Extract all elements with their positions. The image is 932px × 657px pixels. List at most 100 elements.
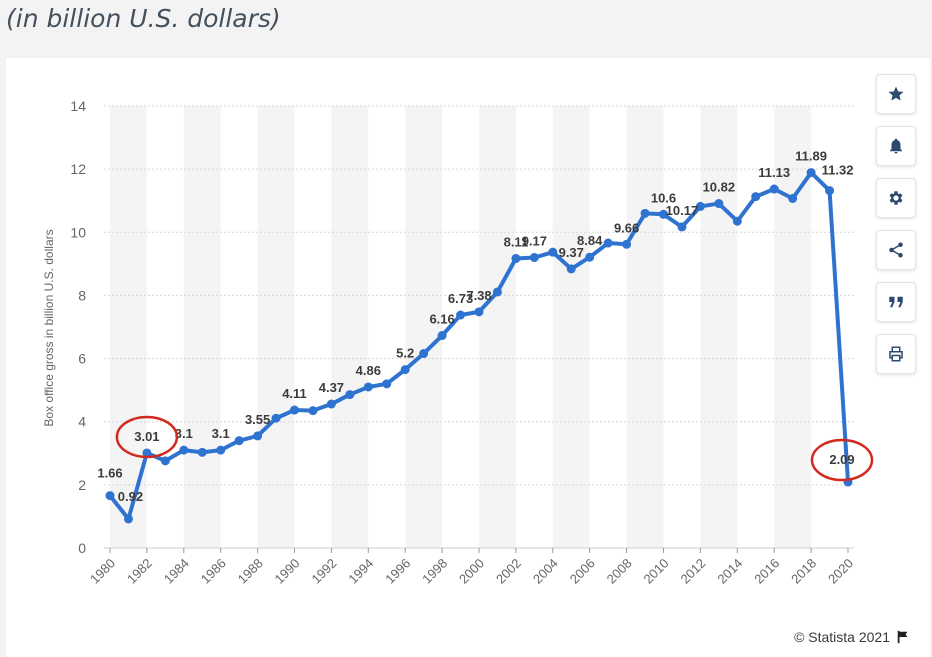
data-point bbox=[456, 310, 466, 320]
data-point bbox=[695, 201, 705, 211]
chart-subtitle: (in billion U.S. dollars) bbox=[6, 4, 281, 33]
data-label: 6.73 bbox=[448, 291, 473, 306]
grid-band bbox=[479, 106, 516, 548]
data-label: 8.11 bbox=[504, 234, 529, 249]
x-tick-label: 1992 bbox=[308, 556, 339, 587]
data-point bbox=[345, 390, 355, 400]
data-label: 3.55 bbox=[245, 412, 270, 427]
flag-icon bbox=[897, 630, 908, 644]
data-point bbox=[548, 247, 558, 257]
data-label: 3.1 bbox=[212, 426, 230, 441]
x-tick-label: 2018 bbox=[788, 556, 819, 587]
data-point bbox=[197, 447, 207, 457]
grid-band bbox=[331, 106, 369, 548]
data-label: 10.17 bbox=[666, 203, 699, 218]
print-button[interactable] bbox=[876, 334, 916, 374]
cite-button[interactable] bbox=[876, 282, 916, 322]
x-tick-label: 2008 bbox=[604, 556, 635, 587]
data-label: 9.17 bbox=[522, 234, 547, 249]
chart-card: 0 2 4 6 8 10 12 14 1980 1982 1984 1986 1988 1990 1992… bbox=[6, 58, 930, 657]
data-point bbox=[511, 253, 521, 263]
data-label: 3.1 bbox=[175, 426, 193, 441]
x-tick-label: 2004 bbox=[530, 556, 561, 587]
data-label: 2.09 bbox=[829, 452, 854, 467]
data-label: 7.38 bbox=[466, 288, 491, 303]
data-label: 4.11 bbox=[282, 386, 307, 401]
data-point bbox=[160, 456, 170, 466]
data-label: 9.37 bbox=[559, 245, 584, 260]
grid-band bbox=[700, 106, 738, 548]
quote-icon bbox=[889, 296, 903, 308]
data-point bbox=[566, 264, 576, 274]
data-point bbox=[603, 238, 613, 248]
x-tick-label: 2016 bbox=[751, 556, 782, 587]
data-point bbox=[714, 199, 724, 209]
highlight-circle bbox=[115, 415, 179, 459]
data-point bbox=[400, 365, 410, 375]
star-icon bbox=[888, 86, 904, 101]
data-point bbox=[105, 491, 115, 501]
data-point bbox=[806, 168, 816, 178]
data-point bbox=[492, 287, 502, 297]
data-label: 3.01 bbox=[134, 429, 159, 444]
chart-toolbar bbox=[876, 74, 916, 386]
line-chart: 0 2 4 6 8 10 12 14 1980 1982 1984 1986 1988 1990 1992… bbox=[42, 98, 874, 587]
data-point bbox=[751, 192, 761, 202]
y-tick-label: 10 bbox=[70, 224, 86, 240]
data-label: 11.32 bbox=[822, 163, 854, 178]
credit-text: © Statista 2021 bbox=[794, 629, 890, 645]
x-tick-label: 1984 bbox=[161, 556, 192, 587]
x-tick-label: 1996 bbox=[382, 556, 413, 587]
notification-button[interactable] bbox=[876, 126, 916, 166]
data-label: 11.89 bbox=[795, 149, 827, 164]
data-label: 0.92 bbox=[118, 489, 143, 504]
data-point bbox=[769, 184, 779, 194]
copyright-credit[interactable]: © Statista 2021 bbox=[794, 629, 910, 645]
favorite-button[interactable] bbox=[876, 74, 916, 114]
data-point bbox=[788, 194, 798, 204]
y-tick-label: 12 bbox=[70, 161, 86, 177]
data-label: 4.86 bbox=[356, 363, 381, 378]
gear-icon bbox=[889, 191, 903, 205]
data-point bbox=[419, 349, 429, 359]
x-tick-label: 2002 bbox=[493, 556, 524, 587]
data-label: 8.84 bbox=[577, 233, 603, 248]
x-tick-label: 2012 bbox=[677, 556, 708, 587]
x-tick-label: 2000 bbox=[456, 556, 487, 587]
y-tick-label: 4 bbox=[78, 414, 86, 430]
data-point bbox=[437, 331, 447, 341]
data-point bbox=[234, 436, 244, 446]
y-tick-label: 0 bbox=[78, 540, 86, 556]
grid-band bbox=[626, 106, 664, 548]
x-tick-label: 1988 bbox=[235, 556, 266, 587]
data-point bbox=[382, 379, 392, 389]
grid-band bbox=[552, 106, 590, 548]
data-point bbox=[677, 222, 687, 232]
data-point bbox=[825, 186, 835, 196]
x-tick-label: 1994 bbox=[345, 556, 376, 587]
y-tick-label: 6 bbox=[78, 351, 86, 367]
grid-band bbox=[183, 106, 221, 548]
share-button[interactable] bbox=[876, 230, 916, 270]
data-point bbox=[253, 431, 263, 441]
data-point bbox=[529, 253, 539, 263]
data-label: 9.66 bbox=[614, 220, 639, 235]
data-point bbox=[622, 239, 632, 249]
data-label: 10.6 bbox=[651, 190, 676, 205]
data-point bbox=[216, 445, 226, 455]
y-tick-label: 2 bbox=[78, 477, 86, 493]
grid-band bbox=[405, 106, 443, 548]
highlight-circle bbox=[810, 438, 874, 482]
x-tick-label: 1990 bbox=[272, 556, 303, 587]
data-label: 10.82 bbox=[703, 180, 736, 195]
data-label: 5.2 bbox=[396, 346, 414, 361]
data-point bbox=[640, 208, 650, 218]
data-point bbox=[326, 399, 336, 409]
x-tick-label: 1986 bbox=[198, 556, 229, 587]
data-label: 6.16 bbox=[429, 312, 454, 327]
share-icon bbox=[889, 242, 903, 258]
x-tick-label: 1980 bbox=[87, 556, 118, 587]
grid-band bbox=[110, 106, 147, 548]
settings-button[interactable] bbox=[876, 178, 916, 218]
data-point bbox=[585, 252, 595, 262]
